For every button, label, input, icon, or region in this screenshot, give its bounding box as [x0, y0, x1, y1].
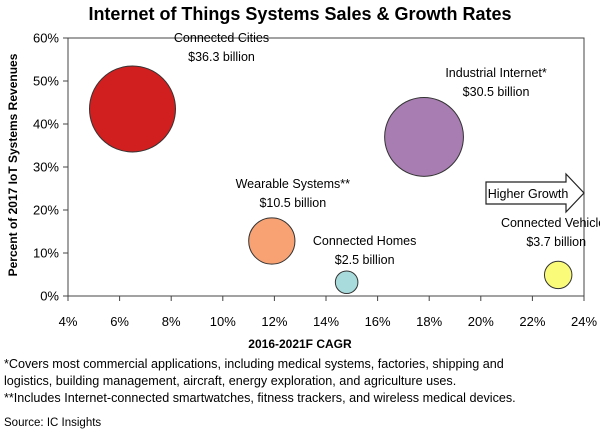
footnote-line-3: **Includes Internet-connected smartwatch…	[4, 391, 516, 405]
x-tick-label: 18%	[416, 314, 442, 329]
bubble-value-industrial-internet: $30.5 billion	[463, 85, 530, 99]
arrow-label: Higher Growth	[488, 187, 569, 201]
bubble-value-wearable-systems: $10.5 billion	[259, 196, 326, 210]
bubble-connected-homes	[334, 270, 359, 295]
y-axis-title: Percent of 2017 IoT Systems Revenues	[6, 53, 20, 276]
bubble-connected-cities	[89, 65, 176, 153]
footnotes: *Covers most commercial applications, in…	[4, 356, 600, 407]
x-tick-label: 6%	[110, 314, 129, 329]
y-tick-label: 50%	[33, 74, 59, 89]
y-tick-label: 30%	[33, 160, 59, 175]
bubble-label-connected-vehicles: Connected Vehicles	[501, 216, 600, 230]
y-tick-label: 10%	[33, 246, 59, 261]
y-tick-label: 20%	[33, 203, 59, 218]
bubble-connected-vehicles	[543, 260, 573, 290]
bubble-label-industrial-internet: Industrial Internet*	[445, 66, 547, 80]
y-tick-label: 40%	[33, 117, 59, 132]
x-tick-label: 10%	[210, 314, 236, 329]
x-tick-label: 14%	[313, 314, 339, 329]
x-tick-label: 20%	[468, 314, 494, 329]
higher-growth-arrow: Higher Growth	[485, 172, 585, 214]
bubble-label-connected-cities: Connected Cities	[174, 31, 269, 45]
x-tick-label: 12%	[261, 314, 287, 329]
chart-title: Internet of Things Systems Sales & Growt…	[88, 4, 511, 24]
bubble-label-connected-homes: Connected Homes	[313, 234, 417, 248]
x-tick-label: 4%	[59, 314, 78, 329]
y-tick-label: 60%	[33, 31, 59, 46]
x-tick-label: 16%	[365, 314, 391, 329]
plot-area: 0% 10% 20% 30% 40% 50% 60% 4% 6% 8% 10% 12% 14% 16% 18…	[33, 31, 600, 330]
bubble-label-wearable-systems: Wearable Systems**	[236, 177, 351, 191]
x-axis-title: 2016-2021F CAGR	[248, 337, 352, 351]
y-tick-label: 0%	[40, 289, 59, 304]
iot-bubble-chart: Internet of Things Systems Sales & Growt…	[6, 4, 600, 351]
bubble-value-connected-vehicles: $3.7 billion	[526, 235, 586, 249]
bubble-industrial-internet	[384, 96, 464, 177]
bubble-wearable-systems	[248, 217, 296, 265]
x-tick-label: 22%	[519, 314, 545, 329]
source-note: Source: IC Insights	[4, 417, 102, 429]
footnote-line-1: *Covers most commercial applications, in…	[4, 357, 504, 371]
bubble-value-connected-homes: $2.5 billion	[335, 253, 395, 267]
bubble-value-connected-cities: $36.3 billion	[188, 50, 255, 64]
footnote-line-2: logistics, building management, aircraft…	[4, 374, 457, 388]
x-tick-label: 24%	[571, 314, 597, 329]
x-tick-label: 8%	[162, 314, 181, 329]
arrow-shape	[485, 172, 585, 214]
